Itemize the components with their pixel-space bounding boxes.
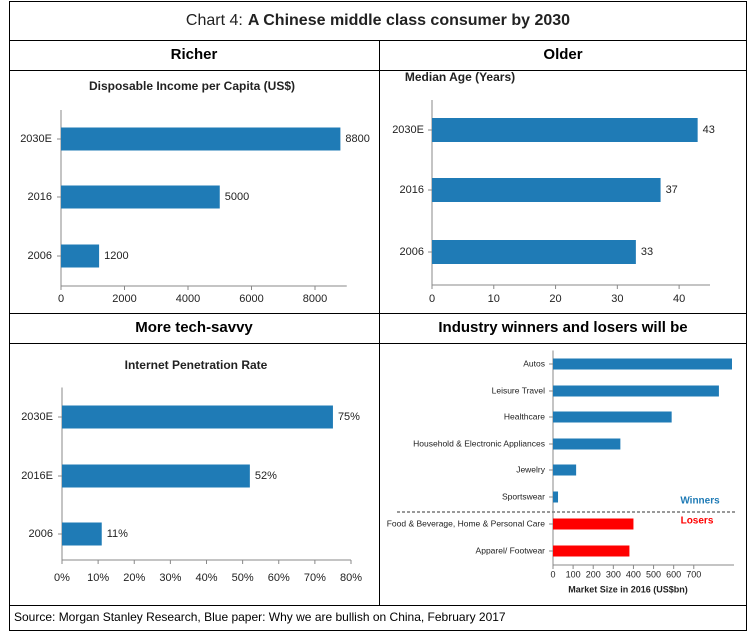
x-tick-label: 200 — [586, 569, 601, 579]
x-tick-label: 10% — [87, 572, 109, 584]
y-tick-label: 2016 — [28, 191, 52, 203]
y-tick-label: Household & Electronic Appliances — [413, 438, 545, 448]
y-tick-label: 2030E — [21, 411, 53, 423]
bar — [553, 358, 732, 370]
x-tick-label: 600 — [666, 569, 681, 579]
bar — [553, 438, 621, 450]
bar — [62, 405, 333, 429]
bar — [432, 178, 661, 202]
frame — [9, 1, 747, 631]
x-tick-label: 20% — [123, 572, 145, 584]
y-tick-label: Autos — [523, 358, 545, 368]
y-tick-label: Healthcare — [504, 411, 545, 421]
title-text: A Chinese middle class consumer by 2030 — [248, 12, 570, 29]
y-tick-label: Apparel/ Footwear — [476, 545, 546, 555]
section-header: More tech-savvy — [135, 319, 253, 336]
x-tick-label: 400 — [626, 569, 641, 579]
value-label: 11% — [107, 528, 128, 540]
bar — [61, 127, 341, 151]
bar — [553, 464, 577, 476]
bar — [62, 522, 102, 546]
source: Source: Morgan Stanley Research, Blue pa… — [14, 610, 506, 624]
section-header: Industry winners and losers will be — [438, 319, 687, 336]
bar — [62, 464, 250, 488]
x-tick-label: 6000 — [239, 293, 263, 305]
title-label: Chart 4: — [186, 12, 243, 29]
legend-label: Winners — [680, 496, 720, 507]
y-tick-label: 2006 — [29, 528, 53, 540]
x-tick-label: 40 — [673, 293, 685, 305]
value-label: 43 — [703, 124, 715, 136]
bar — [61, 185, 220, 209]
value-label: 5000 — [225, 191, 249, 203]
value-label: 8800 — [345, 133, 369, 145]
x-tick-label: 300 — [606, 569, 621, 579]
y-tick-label: 2006 — [28, 250, 52, 262]
y-tick-label: 2016 — [400, 184, 424, 196]
bar — [553, 491, 559, 503]
y-tick-label: 2006 — [400, 246, 424, 258]
y-tick-label: 2030E — [20, 133, 52, 145]
value-label: 33 — [641, 246, 653, 258]
chart-title: Disposable Income per Capita (US$) — [89, 79, 295, 93]
x-tick-label: 0 — [429, 293, 435, 305]
x-axis-title: Market Size in 2016 (US$bn) — [568, 584, 688, 594]
x-tick-label: 700 — [686, 569, 701, 579]
section-header: Richer — [171, 46, 218, 63]
section-header: Older — [543, 46, 582, 63]
value-label: 75% — [338, 411, 360, 423]
chart-title: Internet Penetration Rate — [125, 358, 268, 372]
x-tick-label: 500 — [646, 569, 661, 579]
y-tick-label: Leisure Travel — [492, 385, 545, 395]
x-tick-label: 30% — [159, 572, 181, 584]
x-tick-label: 2000 — [112, 293, 136, 305]
value-label: 1200 — [104, 250, 128, 262]
x-tick-label: 100 — [566, 569, 581, 579]
x-tick-label: 60% — [268, 572, 290, 584]
y-tick-label: Sportswear — [502, 491, 545, 501]
x-tick-label: 10 — [488, 293, 500, 305]
table-frame — [9, 1, 747, 631]
y-tick-label: Jewelry — [516, 464, 546, 474]
x-tick-label: 8000 — [303, 293, 327, 305]
x-tick-label: 70% — [304, 572, 326, 584]
bar — [432, 118, 698, 142]
x-tick-label: 20 — [549, 293, 561, 305]
bar — [553, 545, 630, 557]
chart-title: Median Age (Years) — [405, 70, 515, 84]
x-tick-label: 50% — [232, 572, 254, 584]
x-tick-label: 0 — [550, 569, 555, 579]
x-tick-label: 30 — [611, 293, 623, 305]
bar — [553, 411, 672, 423]
bar — [432, 240, 636, 264]
x-tick-label: 0% — [54, 572, 70, 584]
y-tick-label: Food & Beverage, Home & Personal Care — [387, 518, 546, 528]
bar — [553, 518, 634, 530]
x-tick-label: 4000 — [176, 293, 200, 305]
y-tick-label: 2030E — [392, 124, 424, 136]
value-label: 52% — [255, 470, 277, 482]
x-tick-label: 80% — [340, 572, 362, 584]
figure-title: Chart 4: A Chinese middle class consumer … — [186, 12, 570, 29]
y-tick-label: 2016E — [21, 470, 53, 482]
bar — [61, 244, 100, 268]
value-label: 37 — [666, 184, 678, 196]
legend-label: Losers — [681, 516, 714, 527]
x-tick-label: 0 — [58, 293, 64, 305]
bar — [553, 385, 719, 397]
x-tick-label: 40% — [195, 572, 217, 584]
